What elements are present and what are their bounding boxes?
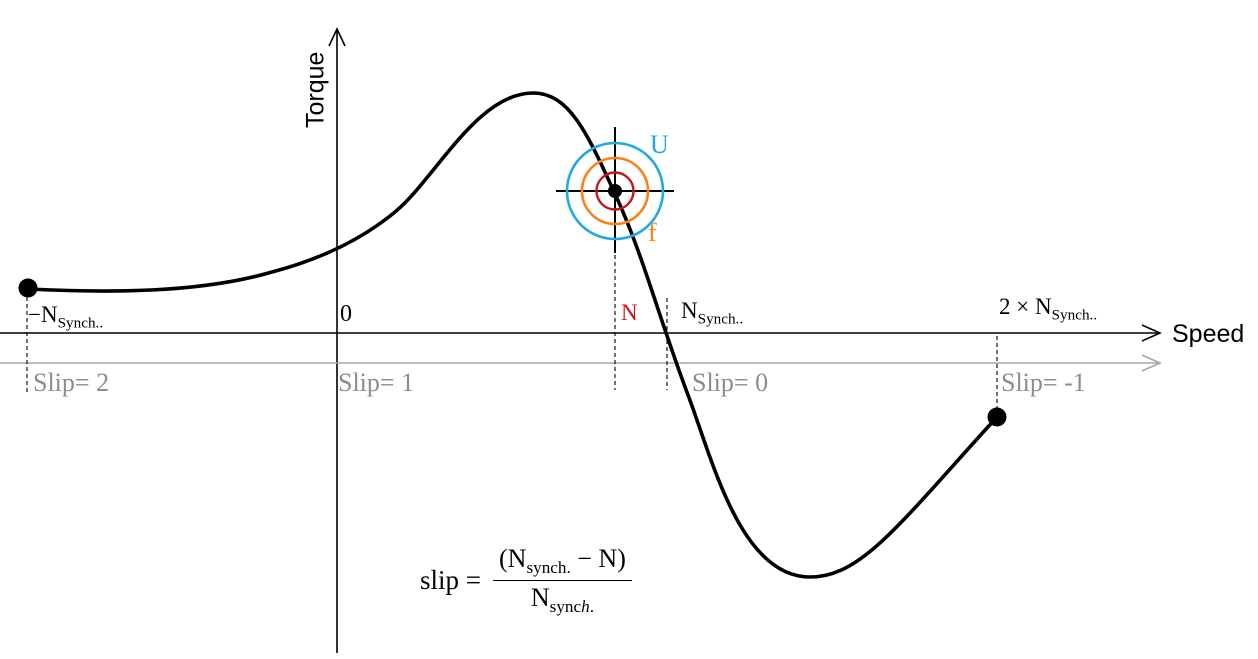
slip-label-2: Slip= 2 [33, 368, 110, 397]
formula-num-sub: synch. [526, 558, 571, 577]
fraction-bar [493, 580, 632, 581]
tick-nsynch: NSynch.. [681, 298, 743, 328]
slip-axis-arrow-icon [1141, 354, 1162, 372]
tick-neg-nsynch: −NSynch.. [28, 302, 103, 332]
torque-speed-curve [26, 91, 999, 579]
formula-den-sub: synch. [550, 597, 594, 616]
x-axis-title: Speed [1172, 320, 1245, 348]
formula-slip-word: slip [420, 565, 460, 595]
y-axis-arrow-icon [328, 27, 346, 47]
y-axis-title: Torque [301, 51, 330, 128]
endpoint-dot-left [18, 278, 38, 298]
formula-numerator: (Nsynch. − N) [493, 544, 632, 580]
tick-nsynch-main: N [681, 298, 698, 323]
circle-u [565, 141, 665, 241]
circle-f [580, 156, 650, 226]
slip-formula: slip = (Nsynch. − N) Nsynch. [420, 544, 632, 617]
tick-nsynch-sub: Synch.. [697, 310, 744, 328]
formula-denominator: Nsynch. [531, 581, 594, 617]
formula-equals: = [465, 565, 481, 595]
formula-den-sub-a: sync [549, 597, 582, 616]
tick-two-nsynch-main: 2 × N [999, 294, 1052, 319]
operating-point [556, 127, 674, 253]
formula-den-main: N [530, 583, 550, 612]
tick-two-nsynch: 2 × NSynch.. [999, 294, 1097, 324]
operating-point-dot [608, 184, 622, 198]
tick-n-operating: N [621, 300, 638, 325]
slip-label-minus1: Slip= -1 [1001, 368, 1086, 397]
tick-neg-nsynch-main: −N [28, 302, 58, 327]
formula-lhs: slip = [420, 565, 481, 596]
tick-two-nsynch-sub: Synch.. [1051, 306, 1098, 324]
voltage-label: U [650, 130, 669, 159]
slip-axis [0, 354, 1162, 372]
slip-label-0: Slip= 0 [692, 368, 769, 397]
formula-den-sub-c: . [589, 597, 594, 616]
tick-neg-nsynch-sub: Synch.. [57, 314, 104, 332]
formula-num-rest: − N) [570, 544, 626, 573]
endpoint-dot-right [987, 407, 1007, 427]
formula-num-open: (N [499, 544, 527, 573]
circle-inner [595, 171, 635, 211]
slip-label-1: Slip= 1 [338, 368, 415, 397]
formula-fraction: (Nsynch. − N) Nsynch. [493, 544, 632, 617]
dashed-guides [26, 255, 998, 411]
frequency-label: f [648, 218, 657, 247]
x-axis [0, 324, 1162, 342]
y-axis [328, 27, 346, 653]
formula-den-sub-b: h [581, 597, 590, 616]
tick-origin: 0 [340, 301, 352, 327]
x-axis-arrow-icon [1141, 324, 1162, 342]
